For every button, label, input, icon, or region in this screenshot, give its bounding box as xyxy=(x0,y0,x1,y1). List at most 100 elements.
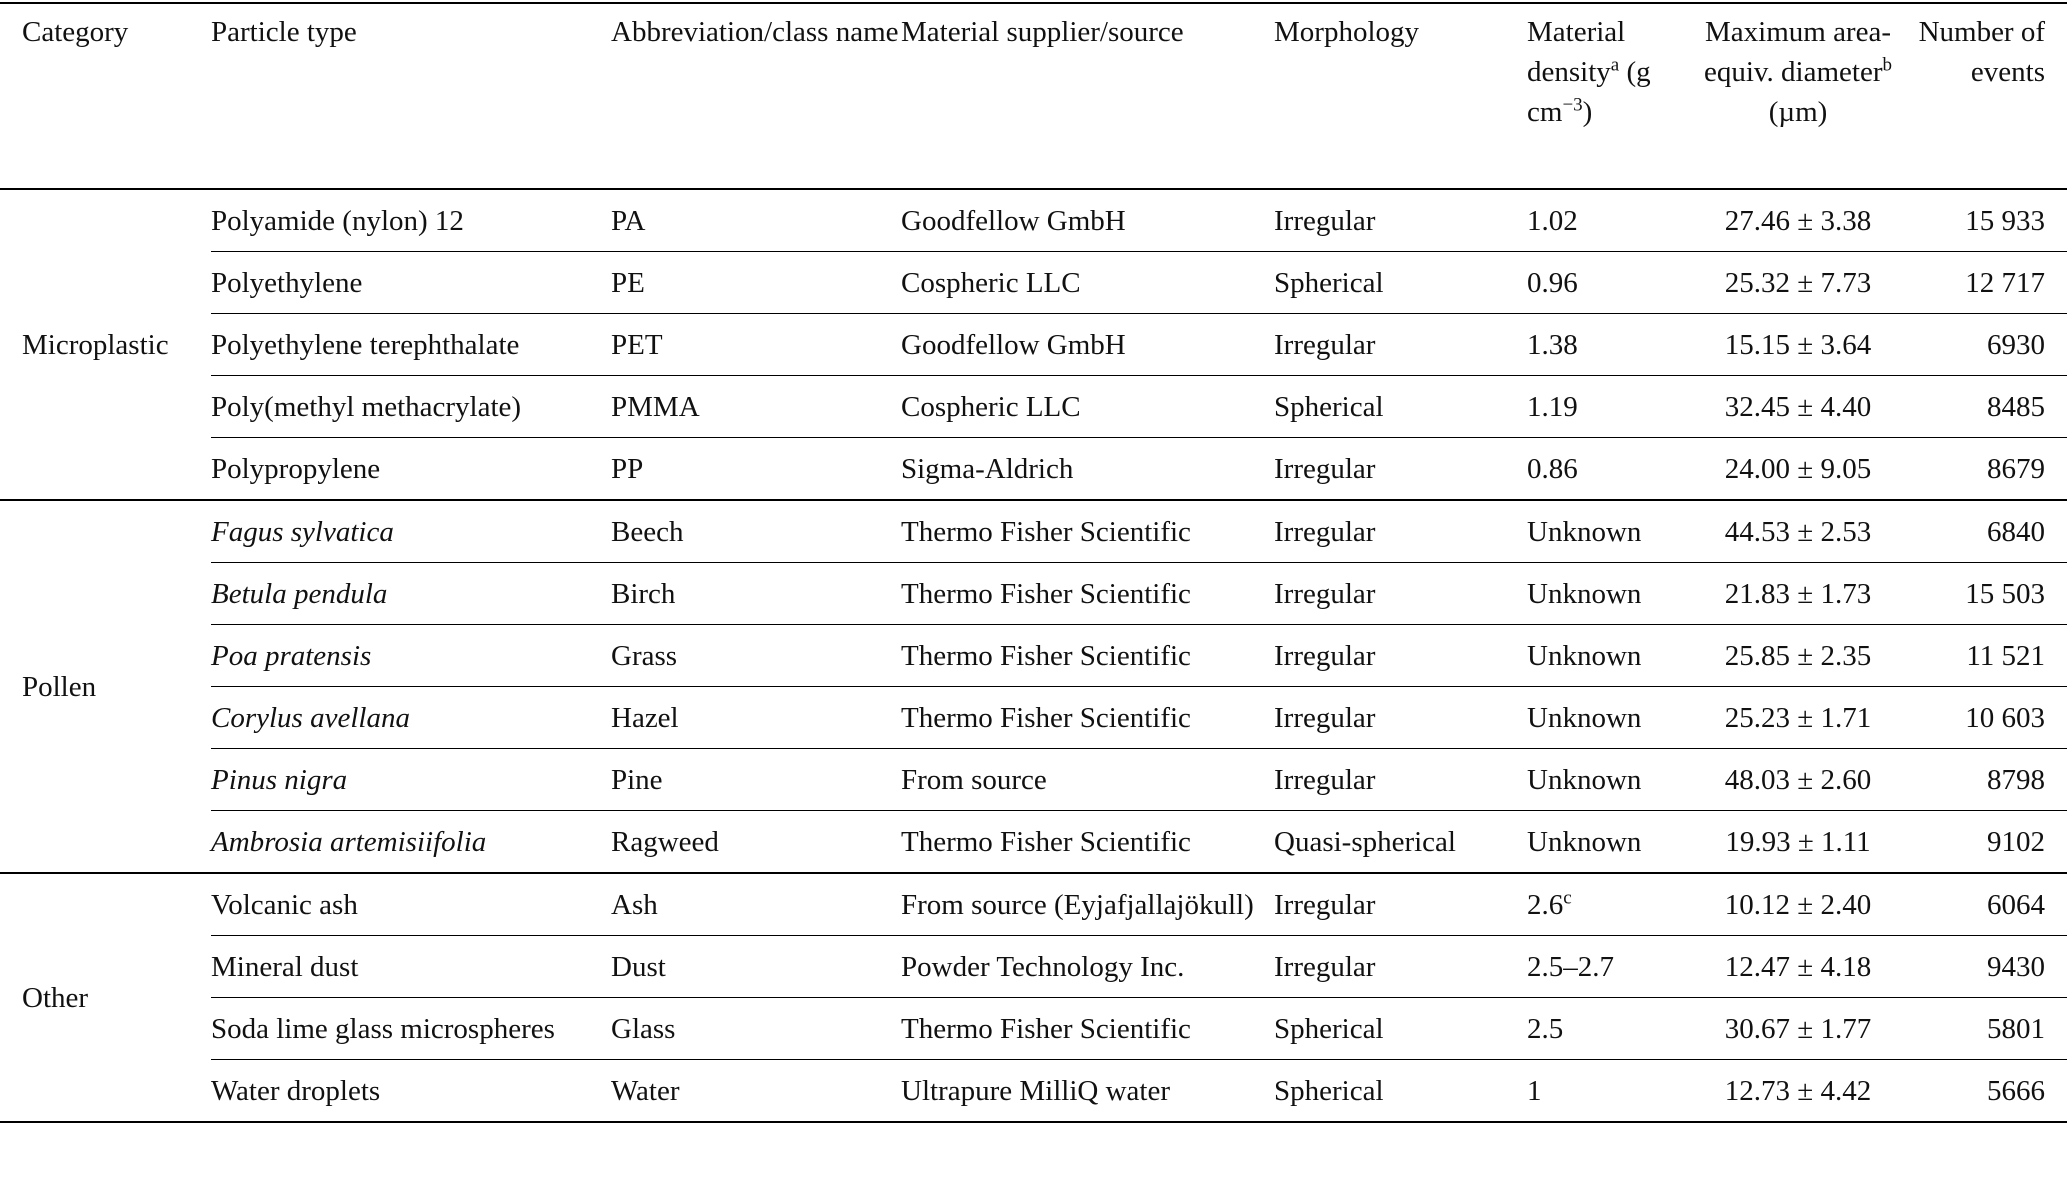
cell-text: 25.23 ± 1.71 xyxy=(1724,702,1872,734)
table-cell: 10 603 xyxy=(1918,686,2067,749)
cell-text: Unknown xyxy=(1527,702,1642,734)
header-cell: Particle type xyxy=(211,2,611,190)
table-cell: 25.85 ± 2.35 xyxy=(1678,624,1918,687)
table-cell: Cospheric LLC xyxy=(901,251,1274,314)
cell-text: 8485 xyxy=(1987,391,2045,423)
table-row: Pinus nigra Pine From source Irregular Unkno… xyxy=(0,748,2067,811)
table-cell: Irregular xyxy=(1274,686,1527,749)
cell-text: 27.46 ± 3.38 xyxy=(1724,205,1872,237)
cell-text: 25.32 ± 7.73 xyxy=(1724,267,1872,299)
cell-text: Unknown xyxy=(1527,516,1642,548)
table-row: Poly(methyl methacrylate) PMMA Cospheric L… xyxy=(0,375,2067,438)
header-text: ) xyxy=(1582,96,1593,128)
header-text: Maximum area-equiv. diameter xyxy=(1704,16,1891,88)
table-cell: Spherical xyxy=(1274,251,1527,314)
cell-text: Spherical xyxy=(1274,1013,1384,1045)
cell-text: Spherical xyxy=(1274,1075,1384,1107)
cell-text: 9430 xyxy=(1987,951,2045,983)
cell-text: Grass xyxy=(611,640,678,672)
header-cell: Abbreviation/class name xyxy=(611,2,901,190)
cell-text: Irregular xyxy=(1274,205,1376,237)
table-cell: Spherical xyxy=(1274,997,1527,1060)
cell-text: Water xyxy=(611,1075,680,1107)
table-row: Pollen Fagus sylvatica Beech Thermo Fisher … xyxy=(0,500,2067,874)
cell-text: 1 xyxy=(1527,1075,1542,1107)
cell-text: Cospheric LLC xyxy=(901,267,1081,299)
table-cell: 15 933 xyxy=(1918,189,2067,252)
table-cell: Sigma-Aldrich xyxy=(901,437,1274,501)
table-cell: 2.5–2.7 xyxy=(1527,935,1678,998)
table-cell: Unknown xyxy=(1527,624,1678,687)
table-cell: Polyamide (nylon) 12 xyxy=(211,189,611,252)
table-cell: Irregular xyxy=(1274,624,1527,687)
table-cell: 12.73 ± 4.42 xyxy=(1678,1059,1918,1123)
cell-text: 8798 xyxy=(1987,764,2045,796)
table-cell: 15 503 xyxy=(1918,562,2067,625)
cell-text: From source xyxy=(901,764,1047,796)
table-cell: Glass xyxy=(611,997,901,1060)
table-cell: Unknown xyxy=(1527,810,1678,874)
table-cell: Unknown xyxy=(1527,500,1678,563)
table-cell: 10.12 ± 2.40 xyxy=(1678,873,1918,936)
cell-text: Poly(methyl methacrylate) xyxy=(211,391,522,423)
cell-text: Thermo Fisher Scientific xyxy=(901,640,1191,672)
header-text: Abbreviation/class name xyxy=(611,16,899,48)
table-body: Microplastic Polyamide (nylon) 12 PA Goodfe… xyxy=(0,189,2067,1123)
table-row: Mineral dust Dust Powder Technology Inc. Ir… xyxy=(0,935,2067,998)
table-row: Polyethylene terephthalate PET Goodfellow … xyxy=(0,313,2067,376)
cell-text: From source (Eyjafjallajökull) xyxy=(901,889,1254,921)
cell-text: 24.00 ± 9.05 xyxy=(1724,453,1872,485)
cell-text: 15 933 xyxy=(1965,205,2045,237)
table-cell: Irregular xyxy=(1274,189,1527,252)
cell-text: Unknown xyxy=(1527,578,1642,610)
table-cell: PET xyxy=(611,313,901,376)
table-cell: PA xyxy=(611,189,901,252)
table-cell: 6930 xyxy=(1918,313,2067,376)
header-text: Morphology xyxy=(1274,16,1419,48)
table-cell: 8485 xyxy=(1918,375,2067,438)
cell-text: Water droplets xyxy=(211,1075,381,1107)
cell-text: Unknown xyxy=(1527,764,1642,796)
cell-text: Ambrosia artemisiifolia xyxy=(211,826,487,858)
table-cell: From source xyxy=(901,748,1274,811)
table-cell: Fagus sylvatica xyxy=(211,500,611,563)
table-cell: Poly(methyl methacrylate) xyxy=(211,375,611,438)
table-cell: 2.6c xyxy=(1527,873,1678,936)
cell-text: PMMA xyxy=(611,391,700,423)
cell-text: 12.73 ± 4.42 xyxy=(1724,1075,1872,1107)
table-cell: Dust xyxy=(611,935,901,998)
table-cell: Ambrosia artemisiifolia xyxy=(211,810,611,874)
cell-text: Unknown xyxy=(1527,826,1642,858)
cell-text: Beech xyxy=(611,516,684,548)
header-cell: Morphology xyxy=(1274,2,1527,190)
superscript: c xyxy=(1563,887,1572,909)
table-row: Other Volcanic ash Ash From source (Eyjafja… xyxy=(0,873,2067,1123)
cell-text: 2.6 xyxy=(1527,889,1564,921)
cell-text: 15.15 ± 3.64 xyxy=(1724,329,1872,361)
cell-text: 12 717 xyxy=(1965,267,2045,299)
table-cell: 30.67 ± 1.77 xyxy=(1678,997,1918,1060)
superscript: −3 xyxy=(1562,94,1583,116)
cell-text: Irregular xyxy=(1274,578,1376,610)
cell-text: 1.19 xyxy=(1527,391,1578,423)
table-cell: 8798 xyxy=(1918,748,2067,811)
table-row: Microplastic Polyamide (nylon) 12 PA Goodfe… xyxy=(0,189,2067,501)
table-cell: Volcanic ash xyxy=(211,873,611,936)
cell-text: Spherical xyxy=(1274,267,1384,299)
table-cell: 19.93 ± 1.11 xyxy=(1678,810,1918,874)
cell-text: PA xyxy=(611,205,646,237)
cell-text: Polyamide (nylon) 12 xyxy=(211,205,464,237)
cell-text: Soda lime glass microspheres xyxy=(211,1013,555,1045)
table-cell: PE xyxy=(611,251,901,314)
cell-text: Poa pratensis xyxy=(211,640,372,672)
cell-text: 0.86 xyxy=(1527,453,1578,485)
table-row: Water droplets Water Ultrapure MilliQ wate… xyxy=(0,1059,2067,1123)
cell-text: Betula pendula xyxy=(211,578,388,610)
cell-text: Unknown xyxy=(1527,640,1642,672)
cell-text: PE xyxy=(611,267,645,299)
table-cell: Beech xyxy=(611,500,901,563)
table-cell: Unknown xyxy=(1527,748,1678,811)
cell-text: Irregular xyxy=(1274,453,1376,485)
table-cell: 5666 xyxy=(1918,1059,2067,1123)
table-cell: 24.00 ± 9.05 xyxy=(1678,437,1918,501)
